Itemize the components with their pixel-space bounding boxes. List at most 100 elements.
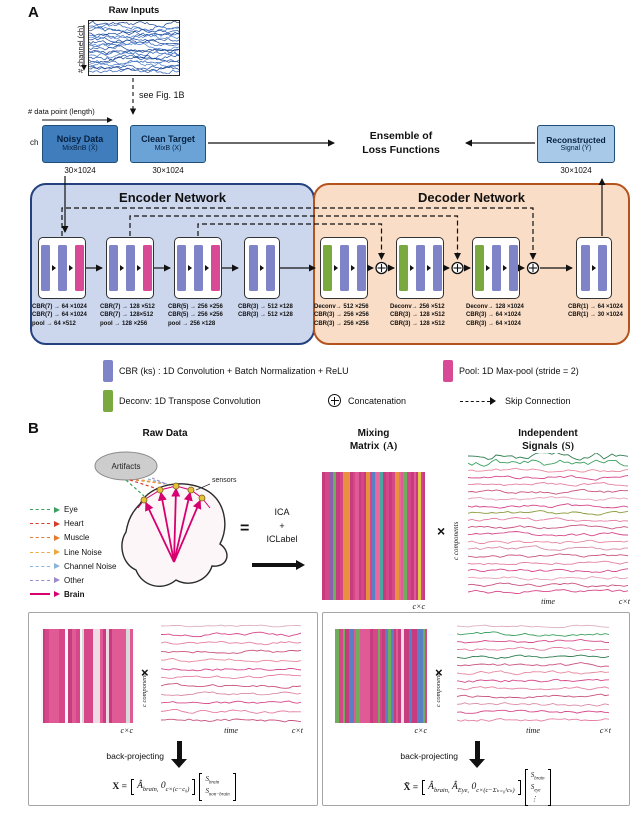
matrix-stripe: [389, 472, 392, 600]
matrix-stripe: [339, 472, 344, 600]
signal-line: [468, 503, 628, 509]
matrix-stripe: [345, 629, 350, 723]
signal-line: [468, 589, 628, 594]
cbr-bar: [108, 245, 118, 291]
signal-line: [457, 638, 609, 644]
legend-row-muscle: Muscle: [30, 532, 116, 544]
signal-line: [457, 654, 609, 660]
flow-arrow-icon: [485, 265, 490, 271]
signal-line: [457, 686, 609, 691]
formula-right: X̃ = Âbrain, ÂEye, 0c×(c−Σₖ₌₀¹cₖ) Sbrain…: [323, 769, 631, 807]
flow-arrow-icon: [260, 265, 264, 271]
signal-line: [468, 517, 628, 522]
matrix-stripe: [112, 629, 116, 723]
signal-line: [468, 496, 628, 502]
cbr-bar: [508, 245, 518, 291]
cbr-bar: [193, 245, 203, 291]
matrix-stripe: [366, 472, 370, 600]
matrix-stripe: [374, 472, 377, 600]
raw-data-title: Raw Data: [142, 428, 188, 439]
flow-arrow-icon: [426, 265, 431, 271]
signal-line: [468, 458, 628, 467]
noisy-data-title: Noisy Data: [56, 134, 104, 145]
signal-line: [161, 624, 301, 628]
matrix-stripe: [338, 629, 342, 723]
matrix-stripe: [102, 629, 107, 723]
signal-line: [468, 539, 628, 544]
matrix-dim-left: c×c: [120, 726, 134, 735]
recon-dim: 30×1024: [560, 166, 592, 175]
signal-line: [457, 718, 609, 722]
line-noise-arrow-icon: [54, 549, 60, 556]
matrix-stripe: [422, 629, 426, 723]
signal-line: [457, 662, 609, 668]
indep-dim: c×t: [618, 597, 630, 606]
backprojection-box-left: c×c × c components time c×t back-project…: [28, 612, 318, 806]
head-sketch: Artifacts sensors: [94, 451, 237, 588]
sensors-label: sensors: [212, 477, 237, 484]
matrix-stripe: [372, 472, 375, 600]
cbr-bar: [491, 245, 501, 291]
matrix-stripe: [84, 629, 88, 723]
signal-line: [468, 553, 628, 558]
matrix-stripe: [391, 629, 394, 723]
flow-arrow-icon: [350, 265, 355, 271]
cbr-bar: [57, 245, 67, 291]
signal-line: [88, 32, 180, 40]
clean-target-title: Clean Target: [141, 134, 195, 145]
signal-line: [468, 482, 628, 487]
back-projecting-left: back-projecting: [106, 751, 164, 761]
encoder-block-3-label: CBR(5) → 256 ×256 CBR(5) → 256 ×256 pool →…: [168, 304, 223, 327]
matrix-stripe: [322, 472, 326, 600]
signal-line: [88, 26, 180, 34]
legend-row-other: Other: [30, 574, 116, 586]
matrix-stripe: [356, 629, 361, 723]
cbr-bar: [176, 245, 186, 291]
matrix-stripe: [48, 629, 52, 723]
signal-line: [468, 510, 628, 516]
matrix-stripe: [401, 629, 404, 723]
cbr-bar: [249, 245, 258, 291]
matrix-stripe: [76, 629, 81, 723]
deconv-bar: [322, 245, 332, 291]
matrix-stripe: [361, 472, 364, 600]
matrix-stripe: [51, 629, 54, 723]
flow-arrow-icon: [51, 265, 56, 271]
raw-eeg-image: [88, 20, 180, 76]
panel-a-label: A: [28, 4, 39, 21]
matrix-stripe: [336, 472, 340, 600]
brain-line-icon: [30, 593, 50, 596]
matrix-stripe: [56, 629, 60, 723]
matrix-stripe: [376, 472, 381, 600]
encoder-block-2: [106, 237, 154, 299]
encoder-block-4: [244, 237, 280, 299]
signal-line: [88, 48, 180, 55]
deconv-bar: [474, 245, 484, 291]
decoder-block-1-label: Deconv→ 512 ×256 CBR(3) → 256 ×256 CBR(3) …: [314, 304, 369, 327]
decoder-block-3-label: Deconv→ 128 ×1024 CBR(3) → 64 ×1024 CBR(3)…: [466, 304, 524, 327]
decoder-title: Decoder Network: [418, 190, 525, 205]
matrix-stripe: [106, 629, 110, 723]
matrix-stripe: [386, 472, 390, 600]
matrix-stripe: [43, 629, 46, 723]
matrix-stripe: [366, 629, 371, 723]
legend-pool: Pool: 1D Max-pool (stride = 2): [459, 366, 579, 376]
matrix-stripe: [353, 472, 356, 600]
legend-row-channel-noise: Channel Noise: [30, 560, 116, 572]
time-right: time: [526, 726, 540, 735]
other-line-icon: [30, 579, 50, 581]
matrix-stripe: [341, 629, 344, 723]
signal-line: [161, 718, 301, 723]
backprojection-box-right: c×c × c components time c×t back-project…: [322, 612, 631, 807]
signal-line: [88, 20, 180, 28]
cbr-swatch: [103, 360, 113, 382]
matrix-stripe: [417, 472, 422, 600]
matrix-stripe: [332, 472, 337, 600]
matrix-stripe: [327, 472, 330, 600]
signal-line: [88, 66, 180, 73]
matrix-stripe: [87, 629, 92, 723]
muscle-arrow-icon: [54, 534, 60, 541]
matrix-stripe: [353, 629, 357, 723]
heart-arrow-icon: [54, 520, 60, 527]
matrix-stripe: [409, 629, 412, 723]
